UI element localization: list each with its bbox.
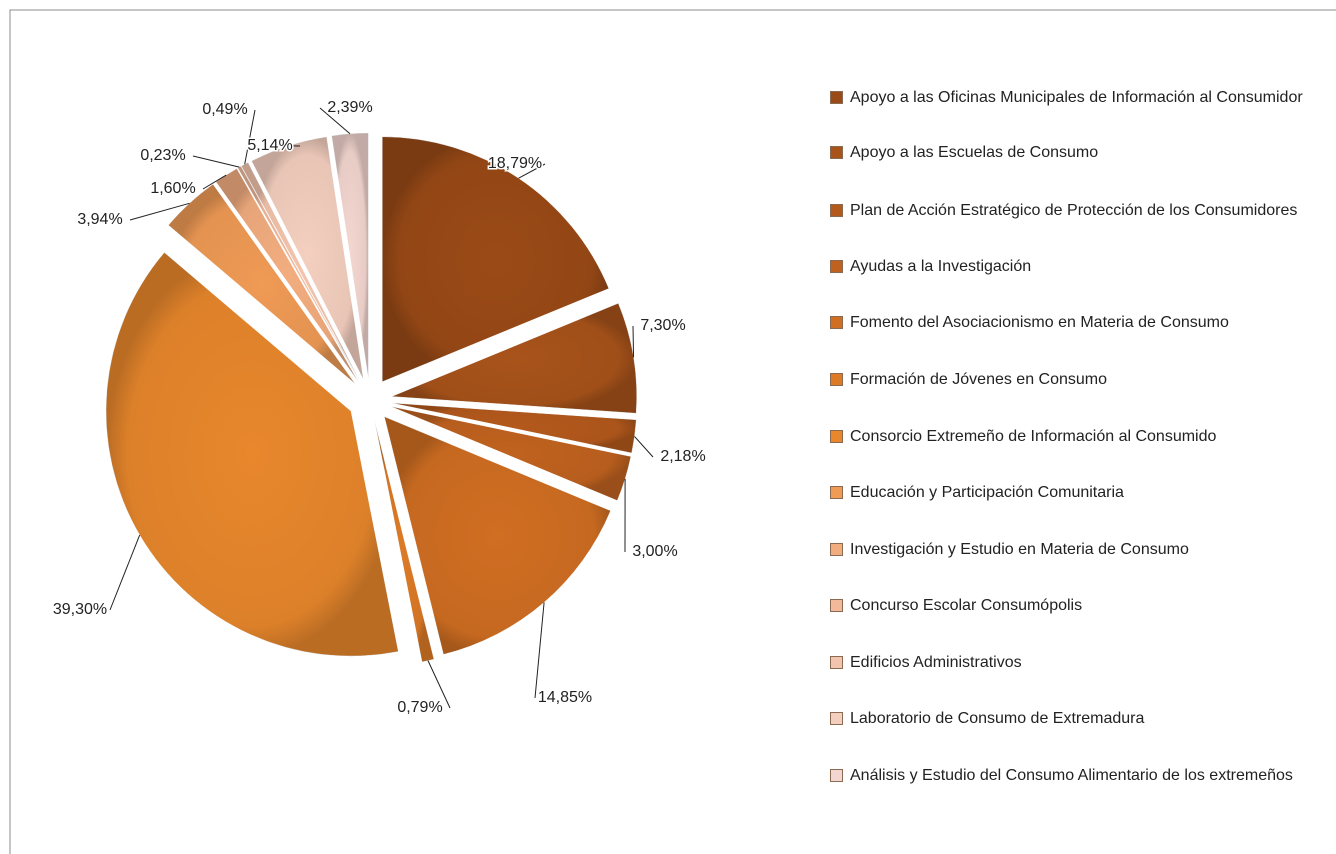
- data-label: 3,94%: [77, 211, 122, 228]
- leader-line: [534, 602, 545, 699]
- data-label: 5,14%: [247, 137, 292, 154]
- data-label: 2,39%: [327, 99, 372, 116]
- legend-swatch: [830, 769, 843, 782]
- legend-item: Laboratorio de Consumo de Extremadura: [830, 707, 1336, 731]
- data-label: 0,49%: [202, 101, 247, 118]
- legend-swatch: [830, 599, 843, 612]
- data-label: 3,00%: [632, 543, 677, 560]
- legend-item: Apoyo a las Oficinas Municipales de Info…: [830, 86, 1336, 110]
- leader-line: [632, 325, 635, 358]
- data-label: 14,85%: [538, 689, 592, 706]
- legend-label: Formación de Jóvenes en Consumo: [850, 371, 1108, 388]
- legend-label: Concurso Escolar Consumópolis: [850, 597, 1083, 614]
- legend-label: Apoyo a las Escuelas de Consumo: [850, 144, 1099, 161]
- legend-swatch: [830, 316, 843, 329]
- leader-line: [129, 202, 190, 221]
- legend-label: Educación y Participación Comunitaria: [850, 484, 1124, 501]
- leader-line: [427, 660, 451, 709]
- legend-label: Edificios Administrativos: [850, 654, 1022, 671]
- legend-swatch: [830, 91, 843, 104]
- data-label: 0,79%: [397, 699, 442, 716]
- leader-line: [202, 174, 227, 190]
- legend-item: Ayudas a la Investigación: [830, 255, 1336, 279]
- legend-label: Laboratorio de Consumo de Extremadura: [850, 710, 1145, 727]
- legend-item: Análisis y Estudio del Consumo Alimentar…: [830, 764, 1336, 788]
- legend-label: Apoyo a las Oficinas Municipales de Info…: [850, 89, 1303, 106]
- legend-label: Plan de Acción Estratégico de Protección…: [850, 202, 1298, 219]
- legend-item: Fomento del Asociacionismo en Materia de…: [830, 311, 1336, 335]
- legend-swatch: [830, 543, 843, 556]
- data-label: 1,60%: [150, 180, 195, 197]
- legend-item: Edificios Administrativos: [830, 651, 1336, 675]
- leader-line: [319, 107, 351, 135]
- legend-swatch: [830, 146, 843, 159]
- leader-line: [109, 534, 141, 611]
- legend-swatch: [830, 656, 843, 669]
- legend-swatch: [830, 486, 843, 499]
- data-label: 18,79%: [488, 155, 542, 172]
- leader-line: [634, 436, 654, 458]
- legend-item: Concurso Escolar Consumópolis: [830, 594, 1336, 618]
- legend-item: Consorcio Extremeño de Información al Co…: [830, 425, 1336, 449]
- leader-line: [518, 163, 546, 179]
- data-label: 2,18%: [660, 448, 705, 465]
- legend-item: Educación y Participación Comunitaria: [830, 481, 1336, 505]
- legend-label: Fomento del Asociacionismo en Materia de…: [850, 314, 1229, 331]
- legend-item: Apoyo a las Escuelas de Consumo: [830, 141, 1336, 165]
- legend-swatch: [830, 430, 843, 443]
- legend-item: Investigación y Estudio en Materia de Co…: [830, 538, 1336, 562]
- legend-swatch: [830, 204, 843, 217]
- data-label: 39,30%: [53, 601, 107, 618]
- legend-label: Consorcio Extremeño de Información al Co…: [850, 428, 1217, 445]
- legend-swatch: [830, 260, 843, 273]
- data-label: 0,23%: [140, 147, 185, 164]
- leader-line: [192, 155, 240, 168]
- frame: [9, 9, 1336, 854]
- pie-slice: [105, 252, 399, 657]
- leader-line: [244, 109, 256, 165]
- legend-swatch: [830, 712, 843, 725]
- legend-item: Formación de Jóvenes en Consumo: [830, 368, 1336, 392]
- legend-swatch: [830, 373, 843, 386]
- legend-label: Análisis y Estudio del Consumo Alimentar…: [850, 767, 1293, 784]
- legend-label: Investigación y Estudio en Materia de Co…: [850, 541, 1189, 558]
- data-label: 7,30%: [640, 317, 685, 334]
- legend-label: Ayudas a la Investigación: [850, 258, 1032, 275]
- legend-item: Plan de Acción Estratégico de Protección…: [830, 199, 1336, 223]
